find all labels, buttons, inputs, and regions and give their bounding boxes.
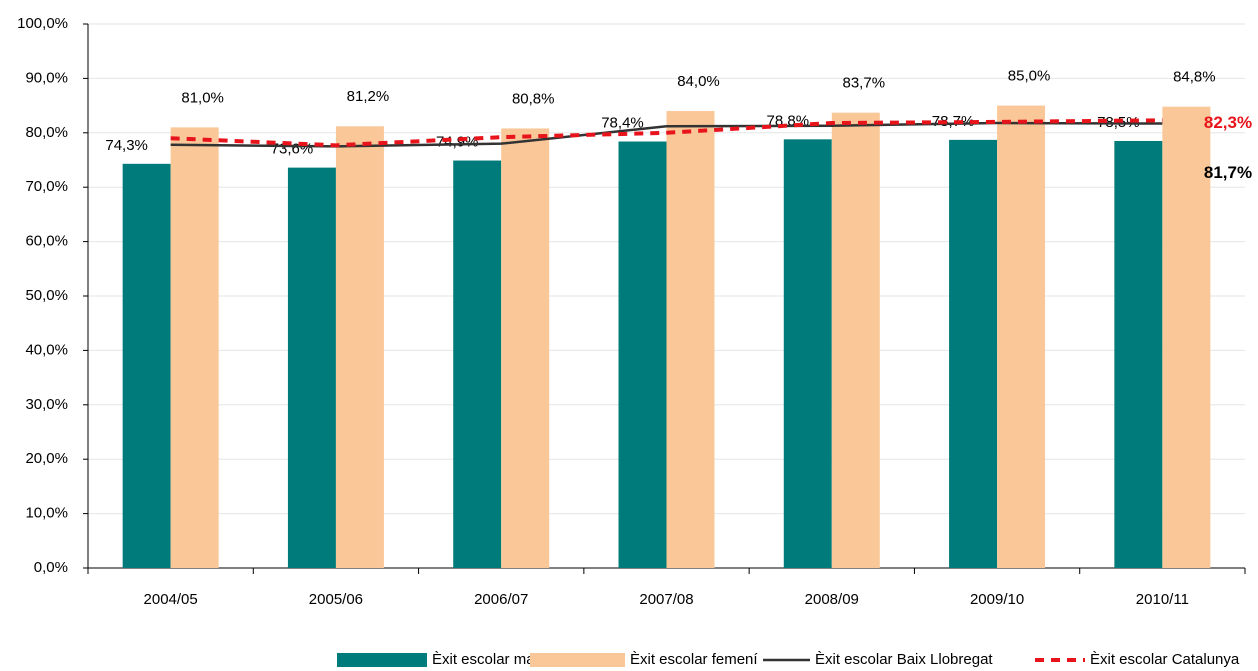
- x-tick-label: 2007/08: [639, 591, 693, 608]
- line: [170, 118, 1163, 148]
- y-tick-label: 70,0%: [25, 178, 68, 195]
- bar: [831, 112, 880, 568]
- x-tick-label: 2005/06: [309, 591, 363, 608]
- y-tick-label: 20,0%: [25, 450, 68, 467]
- bar: [949, 139, 998, 568]
- bar: [122, 163, 171, 569]
- bar: [997, 105, 1046, 568]
- x-tick-label: 2008/09: [805, 591, 859, 608]
- bar: [1114, 140, 1163, 568]
- data-label: 84,8%: [1173, 69, 1216, 86]
- y-tick-label: 80,0%: [25, 124, 68, 141]
- y-tick-label: 100,0%: [17, 15, 68, 32]
- data-label: 81,0%: [181, 89, 224, 106]
- y-tick-label: 10,0%: [25, 505, 68, 522]
- data-label: 74,9%: [436, 134, 479, 151]
- legend-label: Èxit escolar Catalunya: [1090, 651, 1240, 668]
- bar: [618, 141, 667, 568]
- y-tick-label: 0,0%: [34, 559, 68, 576]
- legend-label: Èxit escolar femení: [630, 651, 758, 668]
- x-tick-label: 2009/10: [970, 591, 1024, 608]
- legend-swatch: [337, 653, 427, 667]
- legend-swatch: [530, 653, 625, 667]
- bar: [783, 139, 832, 568]
- end-label: 82,3%: [1204, 113, 1252, 132]
- legend-label: Èxit escolar Baix Llobregat: [815, 651, 993, 668]
- y-tick-label: 50,0%: [25, 287, 68, 304]
- data-label: 84,0%: [677, 73, 720, 90]
- data-label: 80,8%: [512, 90, 555, 107]
- x-tick-label: 2004/05: [144, 591, 198, 608]
- data-label: 83,7%: [843, 75, 886, 92]
- data-label: 74,3%: [105, 137, 148, 154]
- bar: [501, 128, 550, 568]
- bar: [1162, 106, 1211, 569]
- data-label: 78,7%: [932, 113, 975, 130]
- x-tick-label: 2010/11: [1136, 591, 1189, 608]
- bar: [666, 111, 715, 568]
- bar: [453, 160, 502, 568]
- data-label: 78,4%: [601, 114, 644, 131]
- x-tick-label: 2006/07: [474, 591, 528, 608]
- data-label: 85,0%: [1008, 68, 1051, 85]
- end-label: 81,7%: [1204, 163, 1252, 182]
- bar: [287, 167, 336, 568]
- y-tick-label: 90,0%: [25, 69, 68, 86]
- y-tick-label: 60,0%: [25, 233, 68, 250]
- bar: [335, 126, 384, 568]
- y-tick-label: 30,0%: [25, 396, 68, 413]
- data-label: 81,2%: [347, 88, 390, 105]
- bar: [170, 127, 219, 569]
- y-tick-label: 40,0%: [25, 341, 68, 358]
